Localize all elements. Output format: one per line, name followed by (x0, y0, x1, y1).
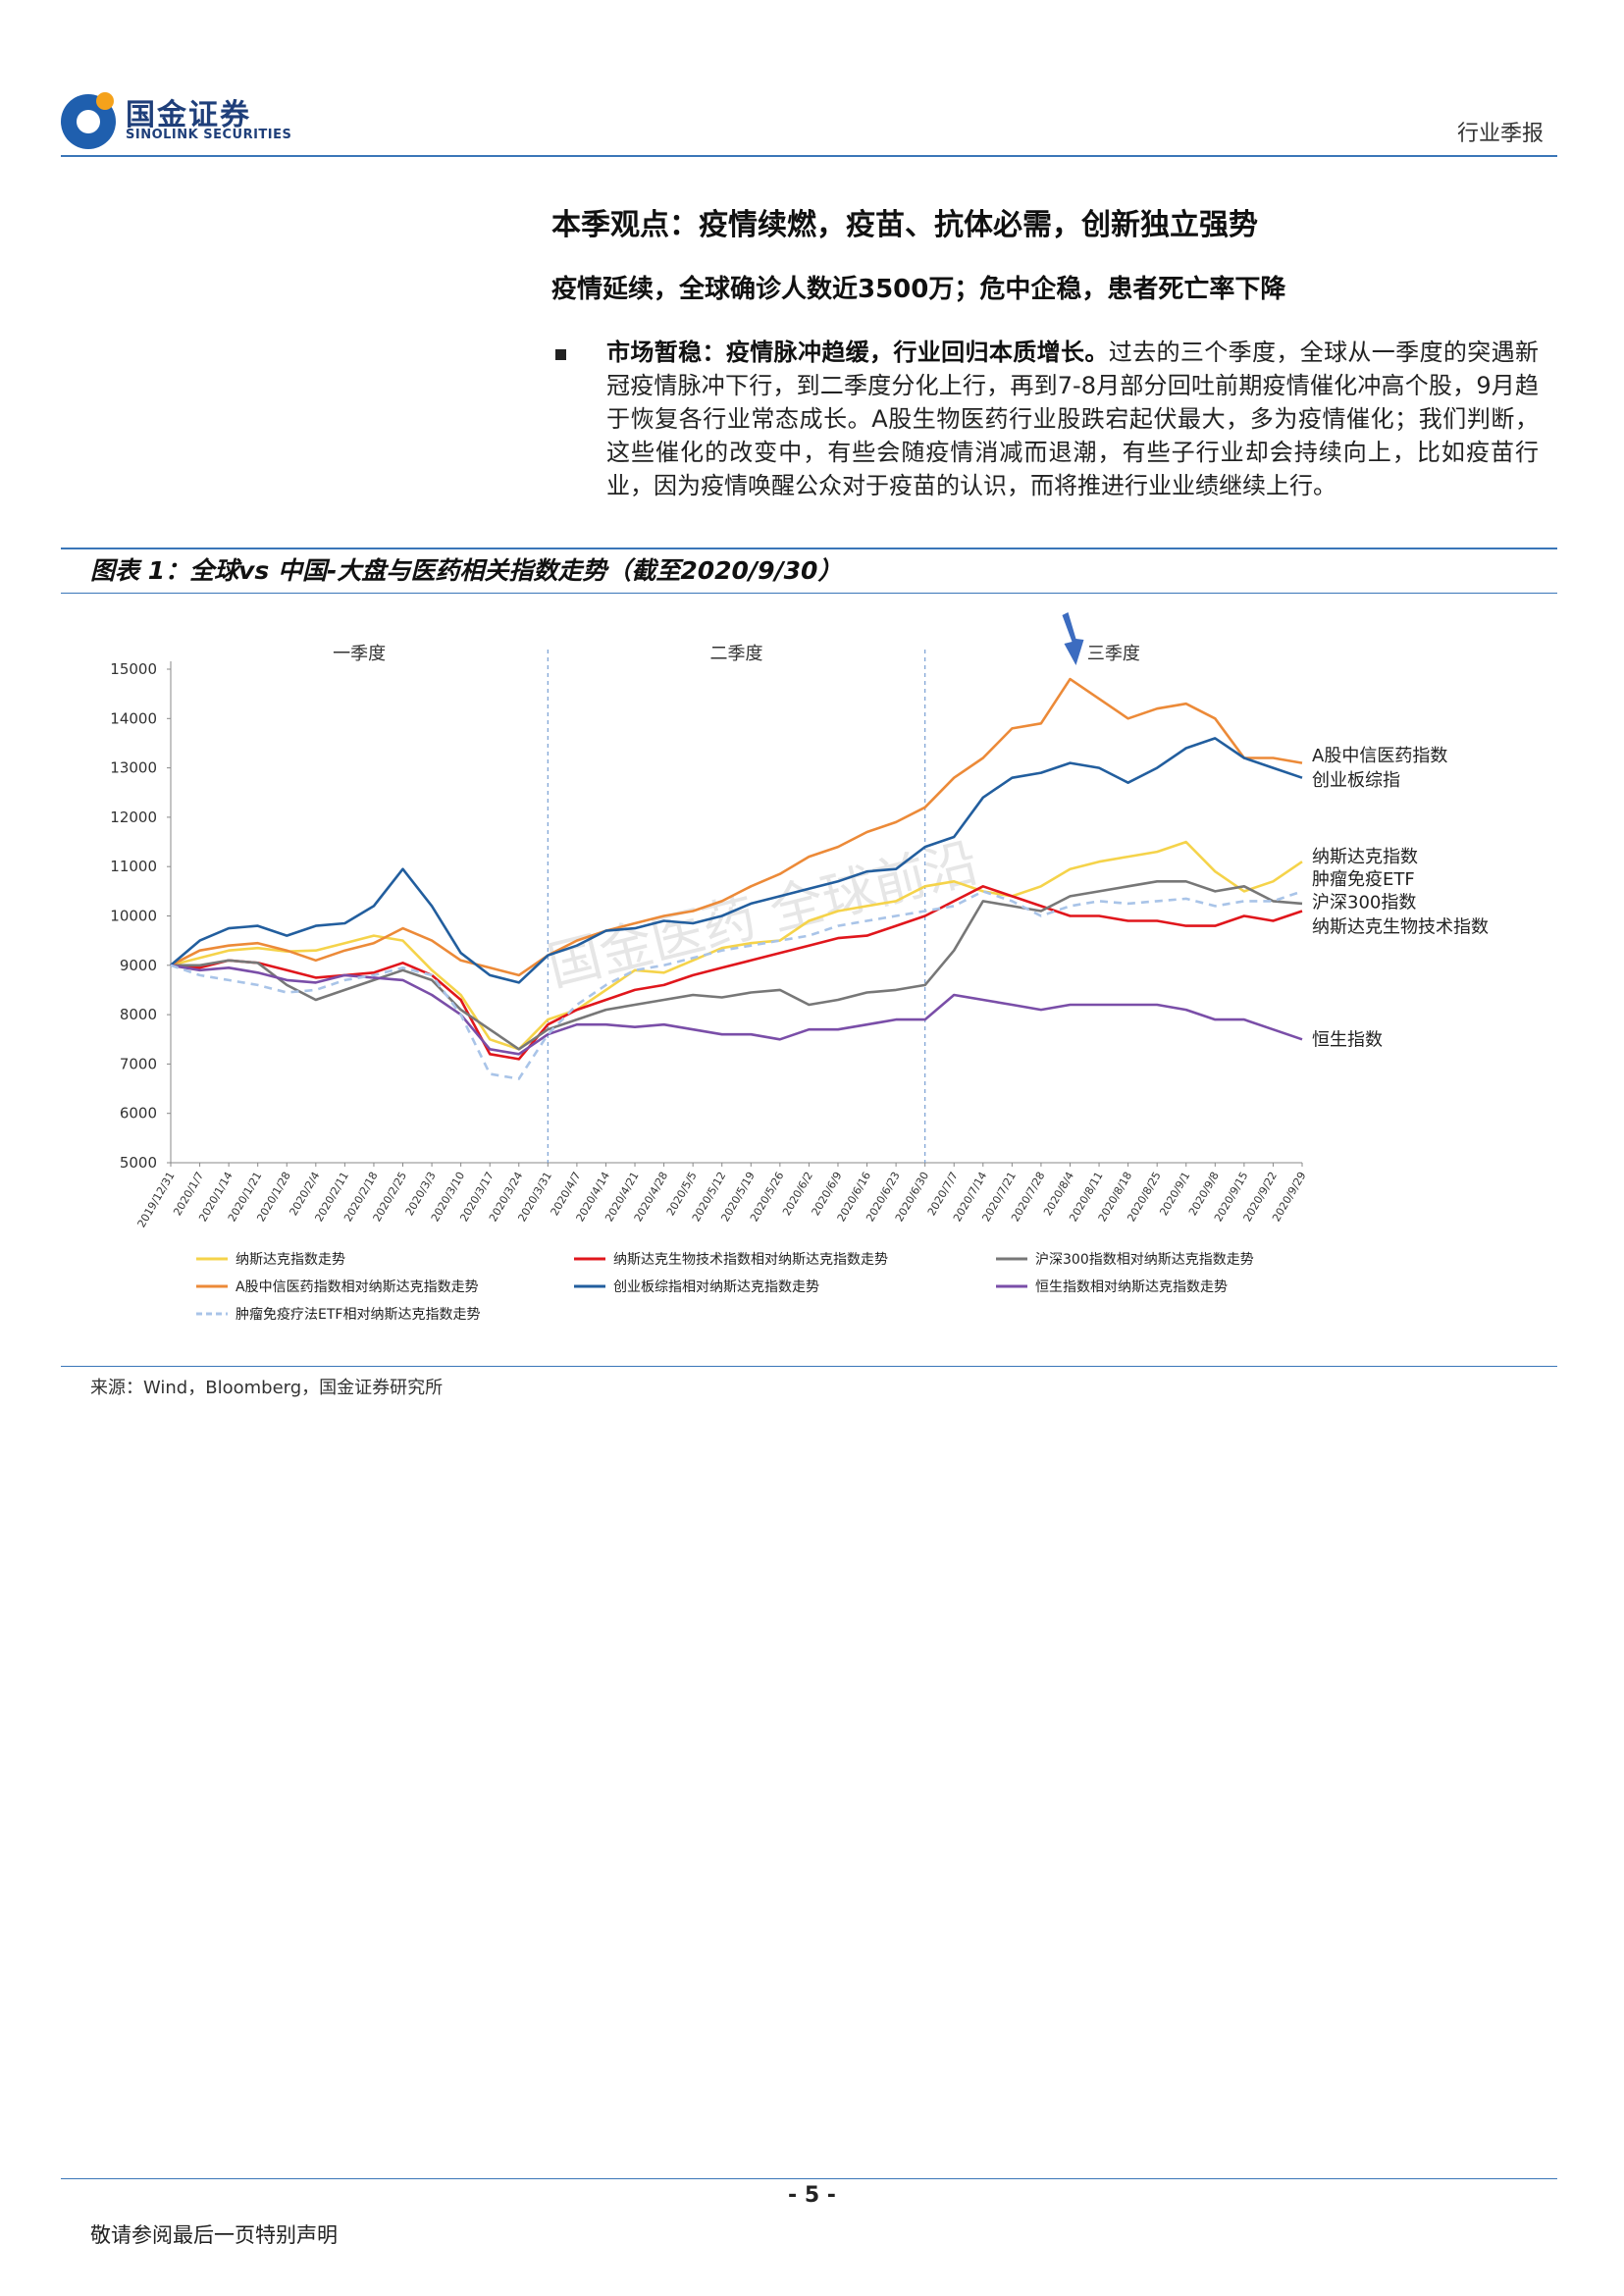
y-tick-label: 13000 (110, 759, 157, 777)
y-tick-label: 9000 (120, 957, 157, 974)
series-end-label: 创业板综指 (1312, 770, 1400, 791)
series-end-label: 沪深300指数 (1312, 892, 1416, 913)
logo-name-cn: 国金证券 (126, 98, 251, 132)
index-trend-chart: 国金医药 全球前沿 5000 6000 7000 8000 9000 10000 11000 1… (110, 612, 1489, 1323)
series-line-5 (170, 964, 1303, 1056)
chart-watermark: 国金医药 全球前沿 (542, 831, 984, 998)
legend-label: 创业板综指相对纳斯达克指数走势 (613, 1279, 819, 1295)
y-tick-label: 8000 (120, 1006, 157, 1023)
y-tick-label: 14000 (110, 709, 157, 727)
y-tick-label: 15000 (110, 660, 157, 678)
series-line-1 (170, 884, 1303, 1061)
y-tick-label: 10000 (110, 908, 157, 925)
legend-label: 恒生指数相对纳斯达克指数走势 (1035, 1279, 1228, 1295)
figure-title: 图表 1：全球vs 中国-大盘与医药相关指数走势（截至2020/9/30） (90, 556, 843, 585)
section-subtitle: 疫情延续，全球确诊人数近3500万；危中企稳，患者死亡率下降 (551, 275, 1286, 304)
series-line-3 (170, 677, 1303, 977)
legend-label: 肿瘤免疫疗法ETF相对纳斯达克指数走势 (236, 1306, 480, 1323)
x-tick-label: 2019/12/31 (135, 1170, 178, 1229)
series-line-6 (170, 890, 1303, 1080)
quarter-label: 三季度 (1087, 644, 1140, 664)
legend-label: A股中信医药指数相对纳斯达克指数走势 (236, 1279, 479, 1295)
series-line-4 (170, 737, 1303, 984)
company-logo: 国金证券 SINOLINK SECURITIES (61, 90, 296, 151)
series-end-label: 肿瘤免疫ETF (1312, 869, 1415, 890)
y-tick-label: 7000 (120, 1055, 157, 1072)
y-tick-label: 11000 (110, 858, 157, 875)
quarter-label: 二季度 (710, 644, 763, 664)
series-line-2 (171, 879, 1303, 1051)
legend-label: 沪深300指数相对纳斯达克指数走势 (1035, 1252, 1254, 1268)
paragraph-text: 市场暂稳：疫情脉冲趋缓，行业回归本质增长。过去的三个季度，全球从一季度的突遇新冠… (606, 336, 1539, 502)
report-type: 行业季报 (1456, 122, 1544, 146)
y-tick-label: 6000 (120, 1105, 157, 1122)
series-line-0 (170, 840, 1303, 1051)
series-end-label: A股中信医药指数 (1312, 746, 1447, 766)
y-tick-label: 12000 (110, 809, 157, 826)
figure-title-rule (61, 593, 1557, 594)
series-end-label: 纳斯达克指数 (1312, 847, 1418, 867)
footer-divider (61, 2178, 1557, 2179)
series-end-label: 纳斯达克生物技术指数 (1312, 917, 1489, 938)
section-title: 本季观点：疫情续燃，疫苗、抗体必需，创新独立强势 (551, 208, 1258, 242)
legend-label: 纳斯达克生物技术指数相对纳斯达克指数走势 (613, 1252, 888, 1268)
figure-top-rule (61, 548, 1557, 549)
logo-dot (96, 92, 114, 110)
bullet-marker (555, 349, 566, 360)
figure-bottom-rule (61, 1366, 1557, 1367)
peak-arrow-icon (1062, 612, 1084, 665)
disclaimer-note: 敬请参阅最后一页特别声明 (90, 2223, 338, 2247)
logo-name-en: SINOLINK SECURITIES (126, 128, 292, 142)
header-divider (61, 155, 1557, 157)
paragraph-lead: 市场暂稳：疫情脉冲趋缓，行业回归本质增长。 (606, 339, 1109, 366)
page-number: - 5 - (788, 2183, 836, 2208)
figure-source: 来源：Wind，Bloomberg，国金证券研究所 (90, 1378, 444, 1398)
legend-label: 纳斯达克指数走势 (236, 1252, 345, 1268)
series-end-label: 恒生指数 (1312, 1029, 1383, 1050)
y-tick-label: 5000 (120, 1154, 157, 1172)
quarter-label: 一季度 (333, 644, 386, 664)
paragraph-body: 过去的三个季度，全球从一季度的突遇新冠疫情脉冲下行，到二季度分化上行，再到7-8… (606, 339, 1540, 499)
